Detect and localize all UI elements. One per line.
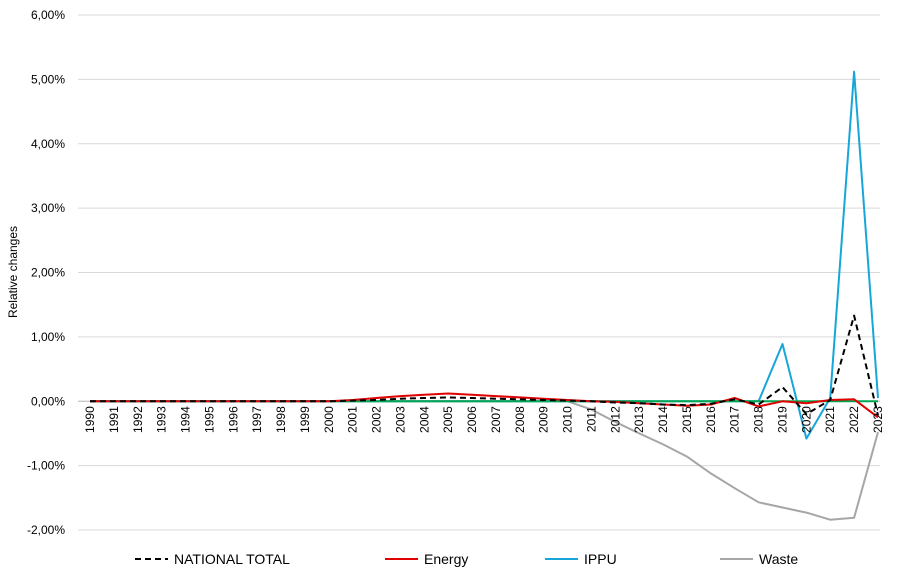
y-tick-label: -1,00% — [27, 459, 65, 473]
x-tick-label: 1998 — [274, 406, 288, 433]
x-tick-label: 2020 — [799, 406, 813, 433]
x-tick-label: 2007 — [489, 406, 503, 433]
x-tick-label: 1995 — [202, 406, 216, 433]
x-tick-label: 1990 — [83, 406, 97, 433]
x-tick-label: 2012 — [608, 406, 622, 433]
x-tick-label: 2006 — [465, 406, 479, 433]
x-tick-label: 2022 — [847, 406, 861, 433]
x-tick-label: 1997 — [250, 406, 264, 433]
legend-label: IPPU — [584, 551, 617, 567]
y-tick-label: 1,00% — [31, 330, 65, 344]
series-line-2 — [90, 70, 879, 440]
x-tick-label: 2014 — [656, 406, 670, 433]
legend-label: Energy — [424, 551, 468, 567]
series-lines — [90, 70, 879, 521]
x-tick-label: 2002 — [370, 406, 384, 433]
y-tick-label: 6,00% — [31, 8, 65, 22]
x-tick-label: 2004 — [417, 406, 431, 433]
y-tick-label: 5,00% — [31, 72, 65, 86]
x-tick-label: 1993 — [155, 406, 169, 433]
y-tick-label: 0,00% — [31, 394, 65, 408]
x-tick-label: 2013 — [632, 406, 646, 433]
x-tick-label: 2011 — [584, 406, 598, 432]
y-tick-label: 4,00% — [31, 137, 65, 151]
x-tick-label: 1999 — [298, 406, 312, 433]
x-tick-label: 2008 — [513, 406, 527, 433]
x-tick-label: 2015 — [680, 406, 694, 433]
x-tick-label: 1991 — [107, 406, 121, 433]
legend-label: NATIONAL TOTAL — [174, 551, 290, 567]
series-line-0 — [90, 314, 879, 416]
x-tick-label: 2010 — [561, 406, 575, 433]
x-tick-label: 2003 — [393, 406, 407, 433]
legend: NATIONAL TOTAL Energy IPPU Waste — [135, 551, 798, 567]
x-tick-label: 2023 — [871, 406, 885, 433]
x-axis-ticks: 1990 1991 1992 1993 1994 1995 1996 1997 1998 1999… — [83, 406, 885, 433]
y-axis-label: Relative changes — [6, 226, 20, 318]
x-tick-label: 2000 — [322, 406, 336, 433]
y-tick-label: 3,00% — [31, 201, 65, 215]
x-tick-label: 2001 — [346, 406, 360, 433]
legend-label: Waste — [759, 551, 798, 567]
x-tick-label: 2016 — [704, 406, 718, 433]
y-tick-label: -2,00% — [27, 523, 65, 537]
y-tick-label: 2,00% — [31, 266, 65, 280]
x-tick-label: 2005 — [441, 406, 455, 433]
x-tick-label: 1992 — [131, 406, 145, 433]
x-tick-label: 1996 — [226, 406, 240, 433]
x-tick-label: 1994 — [179, 406, 193, 433]
y-axis-ticks: 6,00% 5,00% 4,00% 3,00% 2,00% 1,00% 0,00% -1,00… — [27, 8, 65, 537]
gridlines — [78, 14, 880, 531]
x-tick-label: 2018 — [752, 406, 766, 433]
x-tick-label: 2009 — [537, 406, 551, 433]
x-tick-label: 2021 — [823, 406, 837, 433]
x-tick-label: 2019 — [775, 406, 789, 433]
x-tick-label: 2017 — [728, 406, 742, 433]
